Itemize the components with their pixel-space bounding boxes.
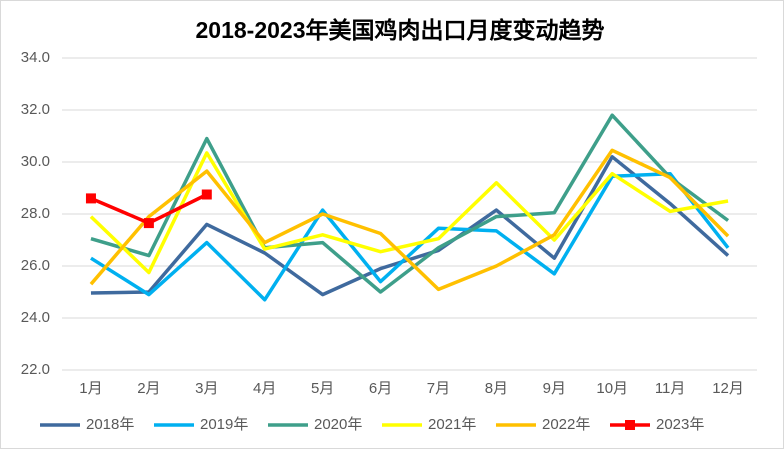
x-tick-label: 5月 <box>311 380 334 397</box>
x-tick-label: 11月 <box>655 380 686 397</box>
x-tick-label: 8月 <box>485 380 508 397</box>
point-marker <box>201 189 212 200</box>
series-line <box>90 171 730 302</box>
legend-label: 2023年 <box>656 416 704 433</box>
chart-title: 2018-2023年美国鸡肉出口月度变动趋势 <box>196 17 605 43</box>
x-tick-label: 12月 <box>712 380 744 397</box>
y-tick-label: 28.0 <box>21 205 50 222</box>
x-tick-label: 4月 <box>253 380 276 397</box>
y-tick-label: 22.0 <box>21 361 50 378</box>
y-tick-label: 34.0 <box>21 49 50 66</box>
legend-label: 2021年 <box>428 416 476 433</box>
series-line <box>90 113 730 294</box>
x-tick-label: 2月 <box>137 380 160 397</box>
series-line <box>89 151 729 275</box>
legend-label: 2019年 <box>200 416 248 433</box>
y-tick-label: 32.0 <box>21 101 50 118</box>
point-marker <box>143 218 154 229</box>
x-tick-label: 3月 <box>195 380 218 397</box>
legend-label: 2018年 <box>86 416 134 433</box>
y-tick-label: 24.0 <box>21 309 50 326</box>
point-marker <box>85 193 96 204</box>
x-tick-label: 10月 <box>596 380 628 397</box>
legend-label: 2022年 <box>542 416 590 433</box>
x-tick-label: 9月 <box>543 380 566 397</box>
x-tick-label: 6月 <box>369 380 392 397</box>
legend-marker <box>625 420 635 430</box>
y-tick-label: 26.0 <box>21 257 50 274</box>
y-tick-label: 30.0 <box>21 153 50 170</box>
x-tick-label: 1月 <box>79 380 102 397</box>
legend-label: 2020年 <box>314 416 362 433</box>
x-tick-label: 7月 <box>427 380 450 397</box>
series-line <box>89 148 730 292</box>
